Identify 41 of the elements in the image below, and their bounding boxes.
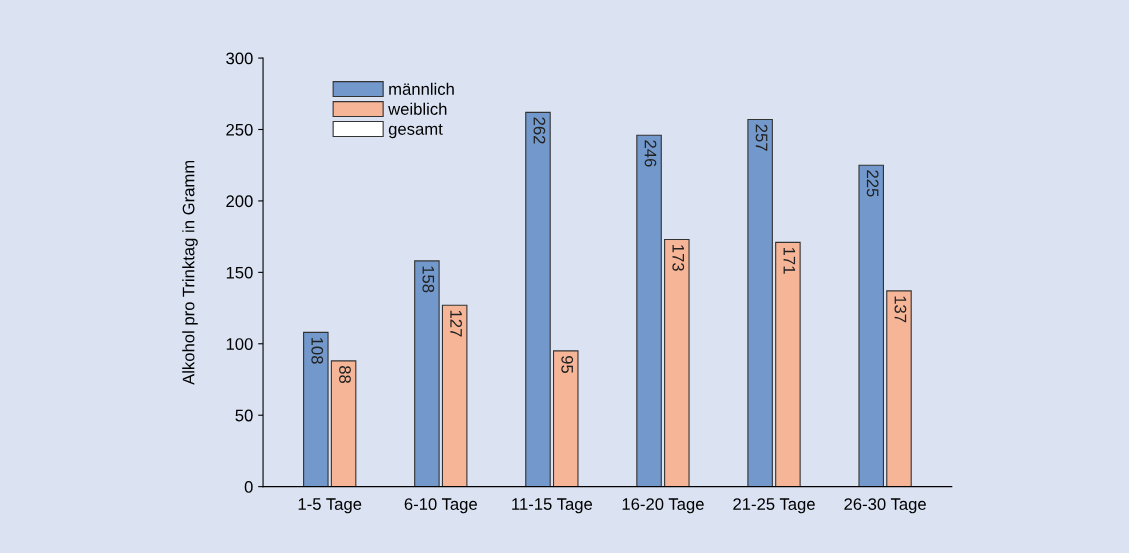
x-tick-label: 11-15 Tage: [512, 498, 593, 514]
data-label: 257: [755, 124, 768, 151]
y-tick-label: 50: [235, 409, 253, 422]
y-tick-label: 200: [226, 195, 253, 208]
y-axis-title: Alkohol pro Trinktag in Gramm: [182, 160, 198, 385]
bar: [775, 241, 801, 487]
y-tick-label: 300: [226, 52, 253, 65]
y-tick-label: 150: [226, 266, 253, 279]
legend-label: männlich: [389, 82, 454, 95]
legend-label: weiblich: [388, 102, 447, 115]
data-label: 171: [783, 247, 796, 274]
y-tick-label: 100: [226, 338, 253, 350]
x-tick-label: 26-30 Tage: [844, 498, 926, 514]
y-tick-label: 250: [226, 123, 253, 136]
bar: [330, 360, 357, 487]
bar: [664, 238, 690, 487]
y-tick-label: 0: [244, 481, 253, 493]
bar: [525, 111, 551, 487]
bar: [441, 304, 468, 487]
x-tick-label: 16-20 Tage: [622, 498, 704, 514]
data-label: 95: [561, 355, 574, 374]
bar: [552, 350, 579, 487]
data-label: 127: [450, 310, 462, 337]
data-label: 262: [533, 117, 546, 144]
bar: [858, 164, 884, 487]
data-label: 158: [422, 266, 435, 293]
bar: [414, 260, 440, 487]
bar: [303, 331, 329, 487]
x-tick-label: 6-10 Tage: [404, 498, 477, 514]
legend-label: gesamt: [388, 123, 443, 139]
bar: [747, 118, 773, 487]
bar: [886, 290, 912, 487]
data-label: 173: [672, 245, 685, 271]
data-label: 225: [866, 170, 879, 197]
bar: [636, 134, 662, 487]
data-label: 137: [894, 296, 907, 323]
data-label: 246: [644, 140, 657, 167]
x-tick-label: 21-25 Tage: [733, 498, 815, 514]
x-tick-label: 1-5 Tage: [298, 498, 362, 514]
data-label: 88: [339, 365, 351, 384]
data-label: 108: [311, 337, 324, 364]
